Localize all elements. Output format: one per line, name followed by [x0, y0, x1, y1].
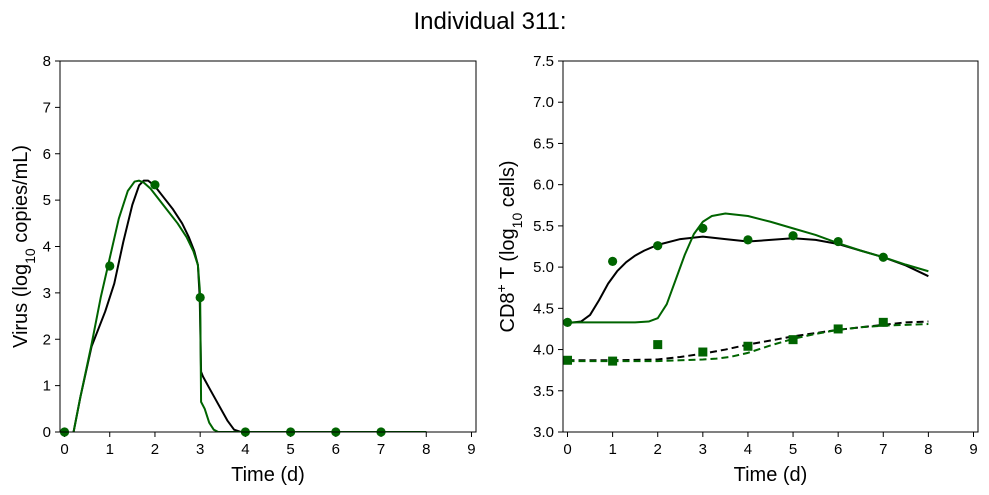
virus-panel: 0 1 2 3 4 5 6 7 8 9 0 1 2 3 4 5 6 7 8 Time (d) Virus (log10 … — [10, 53, 477, 486]
y-tick-label: 6.5 — [533, 135, 554, 152]
y-tick-label: 7.0 — [533, 94, 554, 111]
y-tick-label: 3.5 — [533, 383, 554, 400]
model-curve — [567, 235, 929, 325]
data-point-circle — [150, 180, 160, 190]
x-tick-label: 2 — [151, 441, 159, 458]
y-tick-label: 5.5 — [533, 218, 554, 235]
x-tick-label: 1 — [106, 441, 114, 458]
data-point-circle — [105, 261, 115, 271]
y-tick-label: 4.5 — [533, 300, 554, 317]
cd8-panel: 0 1 2 3 4 5 6 7 8 9 3.0 3.5 4.0 4.5 5.0 5.5 6.0 6.5 7.0 7.5… — [493, 53, 979, 486]
x-tick-label: 6 — [332, 441, 340, 458]
data-point-circle — [788, 231, 798, 241]
data-point-circle — [698, 223, 708, 233]
y-tick-label: 5 — [43, 192, 51, 209]
plot-area — [72, 179, 427, 432]
data-point-circle — [878, 252, 888, 262]
y-axis-label: CD8+ T (log10 cells) — [493, 161, 525, 333]
data-point-square — [833, 324, 843, 334]
x-tick-label: 8 — [924, 441, 932, 458]
model-curve — [567, 212, 929, 324]
x-tick-label: 5 — [789, 441, 797, 458]
y-tick-label: 2 — [43, 331, 51, 348]
data-point-circle — [653, 241, 663, 251]
x-tick-label: 9 — [969, 441, 977, 458]
data-point-square — [563, 355, 573, 365]
x-tick-label: 3 — [196, 441, 204, 458]
x-tick-label: 3 — [699, 441, 707, 458]
x-axis-label: Time (d) — [734, 464, 808, 486]
data-point-square — [653, 340, 663, 350]
x-tick-label: 0 — [563, 441, 571, 458]
plot-area — [567, 212, 929, 363]
y-tick-label: 1 — [43, 378, 51, 395]
x-tick-label: 2 — [654, 441, 662, 458]
x-tick-label: 7 — [879, 441, 887, 458]
y-tick-label: 0 — [43, 424, 51, 441]
y-tick-label: 7 — [43, 99, 51, 116]
data-point-circle — [562, 317, 573, 327]
data-point-square — [743, 341, 753, 351]
x-tick-label: 4 — [241, 441, 249, 458]
x-tick-label: 0 — [60, 441, 68, 458]
data-point-circle — [608, 256, 618, 266]
y-axis-label: Virus (log10 copies/mL) — [10, 145, 38, 348]
model-curve-dashed — [567, 323, 929, 363]
data-point-square — [608, 356, 618, 366]
y-tick-label: 3 — [43, 285, 51, 302]
axes-frame — [59, 60, 477, 433]
x-tick-label: 1 — [608, 441, 616, 458]
axes-frame — [562, 60, 979, 433]
data-point-square — [878, 317, 888, 327]
y-tick-label: 6.0 — [533, 177, 554, 194]
model-curve-dashed — [567, 320, 929, 362]
y-tick-label: 5.0 — [533, 259, 554, 276]
data-point-square — [698, 347, 708, 357]
x-tick-label: 7 — [377, 441, 385, 458]
y-tick-label: 6 — [43, 146, 51, 163]
data-point-circle — [833, 236, 843, 247]
data-point-circle — [743, 235, 753, 245]
y-tick-label: 8 — [43, 53, 51, 70]
y-tick-label: 4 — [43, 239, 51, 256]
x-tick-label: 5 — [286, 441, 294, 458]
y-tick-label: 3.0 — [533, 424, 554, 441]
data-point-square — [788, 335, 798, 345]
x-tick-label: 9 — [467, 441, 475, 458]
x-axis-label: Time (d) — [231, 464, 305, 486]
y-tick-label: 4.0 — [533, 342, 554, 359]
data-point-circle — [195, 292, 205, 303]
x-tick-label: 8 — [422, 441, 430, 458]
y-tick-label: 7.5 — [533, 53, 554, 70]
figure-title: Individual 311: — [414, 8, 567, 35]
x-tick-label: 6 — [834, 441, 842, 458]
model-curve — [72, 179, 427, 432]
x-tick-label: 4 — [744, 441, 752, 458]
model-curve — [72, 179, 427, 432]
